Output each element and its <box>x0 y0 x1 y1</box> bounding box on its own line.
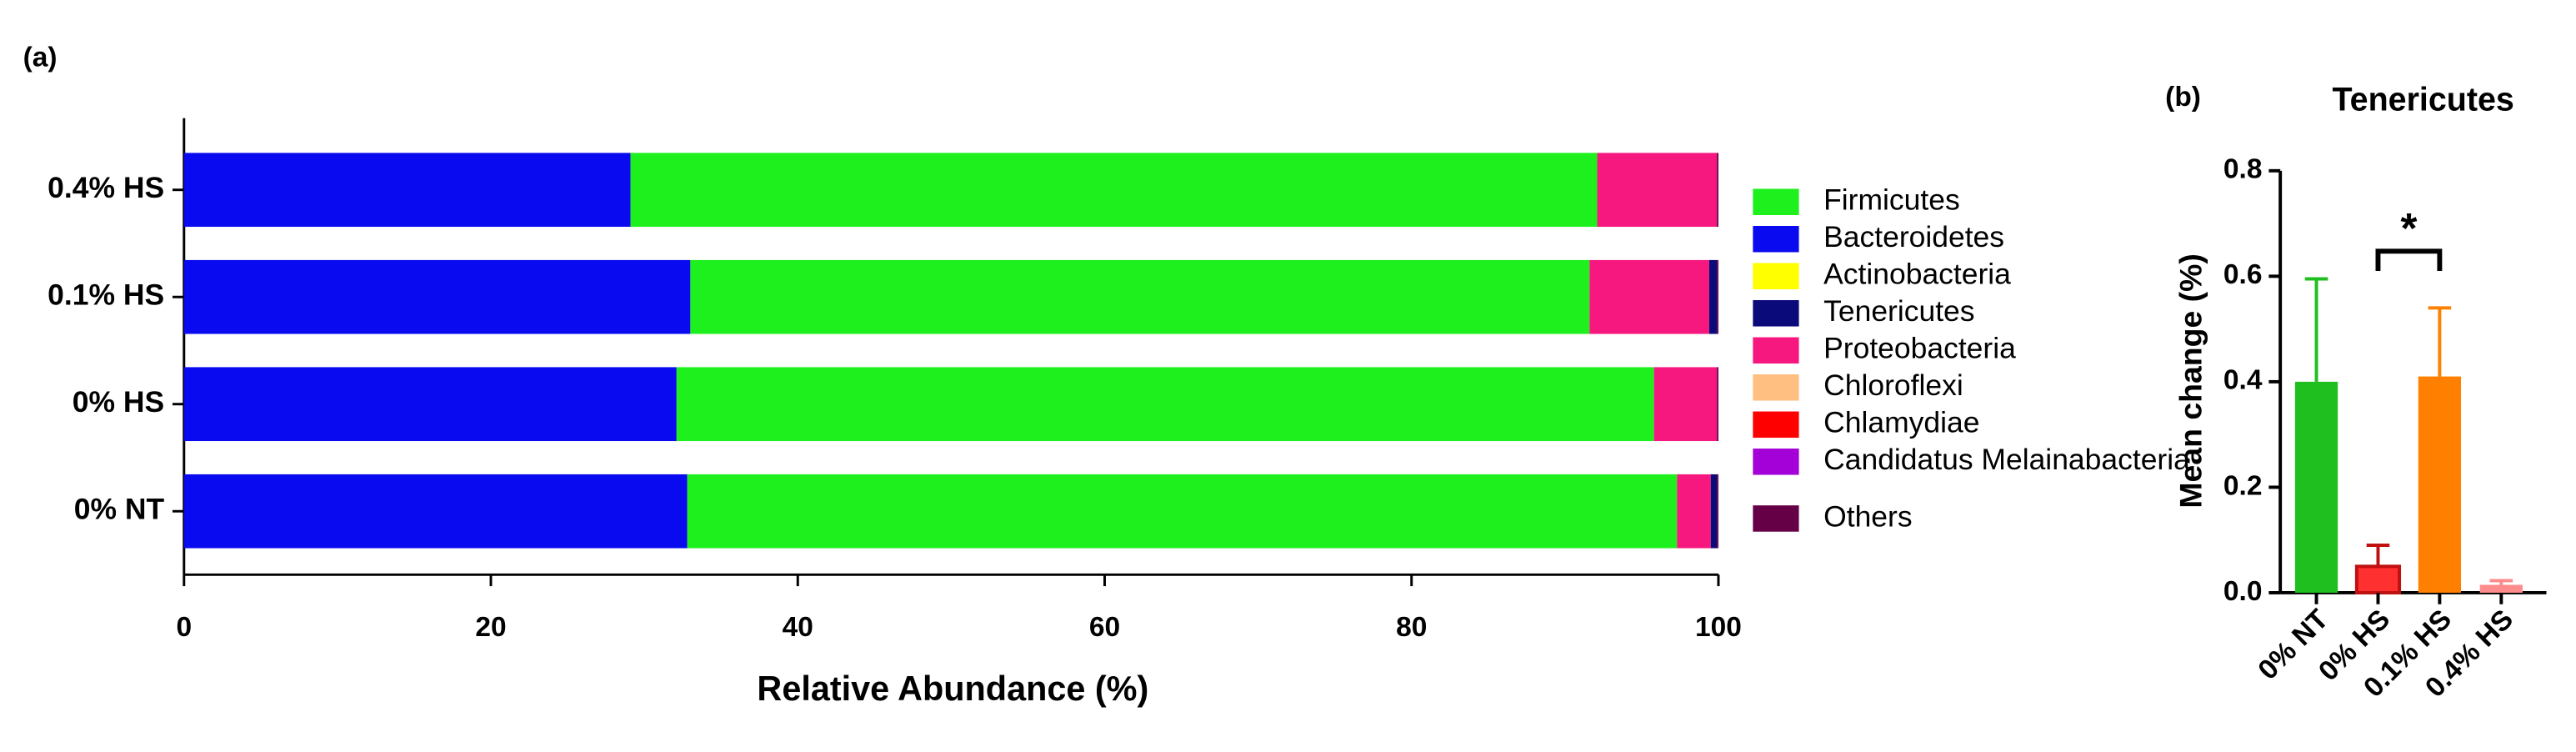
bar-segment <box>1597 153 1718 228</box>
bar-segment <box>183 153 631 228</box>
legend-swatch <box>1753 300 1799 327</box>
legend-label: Tenericutes <box>1823 294 1974 328</box>
bar-segment <box>1589 259 1709 334</box>
x-tick-label: 20 <box>475 612 506 643</box>
legend-label: Chlamydiae <box>1823 406 1979 439</box>
legend-swatch <box>1753 449 1799 475</box>
legend-swatch <box>1753 411 1799 439</box>
x-tick-label: 100 <box>1695 612 1742 643</box>
bar <box>2294 381 2338 593</box>
bar <box>2479 584 2523 593</box>
bar-segment <box>630 153 1598 228</box>
legend-label: Others <box>1823 499 1912 533</box>
bar-segment <box>1717 153 1718 228</box>
legend-label: Actinobacteria <box>1823 258 2011 291</box>
legend-swatch <box>1753 225 1799 253</box>
significance-bracket <box>2375 248 2443 271</box>
y-axis-title: Mean change (%) <box>2173 253 2208 509</box>
x-tick-label: 40 <box>783 612 813 643</box>
y-tick-label: 0.0 <box>2223 576 2263 607</box>
legend-label: Bacteroidetes <box>1823 220 2004 253</box>
y-tick-label: 0.6 <box>2223 259 2263 290</box>
chart-title: Tenericutes <box>2333 82 2514 118</box>
legend-swatch <box>1753 337 1799 364</box>
y-tick-label: 0% NT <box>74 493 165 526</box>
legend-swatch <box>1753 188 1799 215</box>
bar-segment <box>1710 474 1718 549</box>
y-tick-label: 0.8 <box>2223 154 2263 185</box>
y-tick-label: 0.4% HS <box>48 171 164 204</box>
legend-label: Firmicutes <box>1823 183 1960 217</box>
x-tick-label: 60 <box>1089 612 1120 643</box>
panel-label: (b) <box>2165 82 2201 113</box>
y-tick-label: 0.1% HS <box>48 278 164 312</box>
bar-segment <box>183 259 691 334</box>
bar-segment <box>1677 474 1711 549</box>
significance-label: * <box>2400 204 2417 252</box>
y-tick-label: 0.2 <box>2223 470 2263 501</box>
legend-swatch <box>1753 505 1799 532</box>
bar-segment <box>1708 259 1718 334</box>
bar-segment <box>690 259 1590 334</box>
y-tick-label: 0% HS <box>73 385 164 419</box>
legend-swatch <box>1753 374 1799 401</box>
x-tick-label: 80 <box>1396 612 1427 643</box>
bar-segment <box>1653 367 1718 442</box>
bar-segment <box>1717 474 1718 549</box>
bar-segment <box>676 367 1654 442</box>
x-axis-title: Relative Abundance (%) <box>757 669 1148 708</box>
legend-label: Chloroflexi <box>1823 368 1963 402</box>
bar-segment <box>1717 367 1718 442</box>
bar-segment <box>183 474 688 549</box>
bar-segment <box>183 367 677 442</box>
bar-segment <box>1717 259 1718 334</box>
legend-label: Candidatus Melainabacteria <box>1823 443 2190 476</box>
bar-segment <box>687 474 1678 549</box>
bar <box>2418 376 2462 593</box>
panel-label: (a) <box>23 43 58 73</box>
legend-label: Proteobacteria <box>1823 332 2016 365</box>
x-tick-label: 0 <box>176 612 192 643</box>
y-tick-label: 0.4 <box>2223 365 2263 396</box>
legend-swatch <box>1753 263 1799 290</box>
bar <box>2354 564 2402 594</box>
